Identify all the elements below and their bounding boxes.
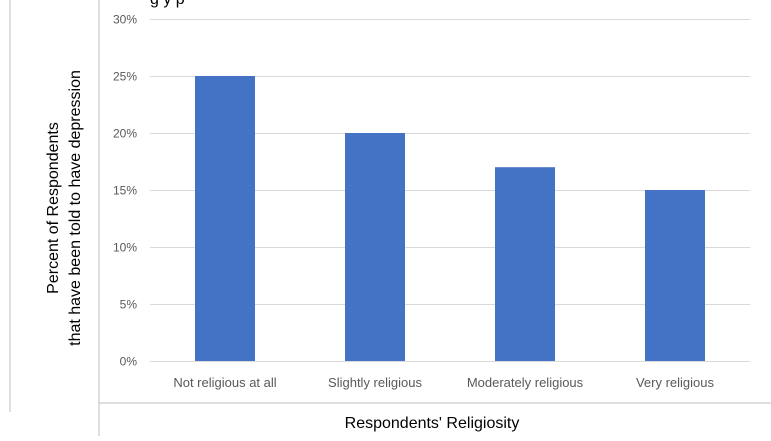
bar — [495, 167, 555, 361]
y-axis-title-line-1: Percent of Respondents — [45, 122, 62, 294]
bar — [195, 76, 255, 361]
y-tick-label: 0% — [120, 355, 138, 369]
y-tick-label: 30% — [113, 13, 137, 27]
y-axis-title: Percent of Respondents that have been to… — [45, 70, 84, 346]
x-axis-category-labels: Not religious at all Slightly religious Mo… — [173, 375, 714, 390]
y-axis-ticks: 0% 5% 10% 15% 20% 25% 30% — [113, 13, 137, 369]
y-tick-label: 15% — [113, 184, 137, 198]
x-category-label: Moderately religious — [467, 375, 584, 390]
x-category-label: Very religious — [636, 375, 715, 390]
y-tick-label: 5% — [120, 298, 138, 312]
bar — [345, 133, 405, 361]
y-tick-label: 25% — [113, 70, 137, 84]
x-category-label: Not religious at all — [173, 375, 276, 390]
y-tick-label: 20% — [113, 127, 137, 141]
x-axis-title: Respondents' Religiosity — [345, 415, 520, 432]
x-category-label: Slightly religious — [328, 375, 422, 390]
y-tick-label: 10% — [113, 241, 137, 255]
top-text-fragment: g y p — [150, 0, 185, 8]
y-axis-title-line-2: that have been told to have depression — [67, 70, 84, 346]
bar — [645, 190, 705, 361]
bars — [195, 76, 705, 361]
